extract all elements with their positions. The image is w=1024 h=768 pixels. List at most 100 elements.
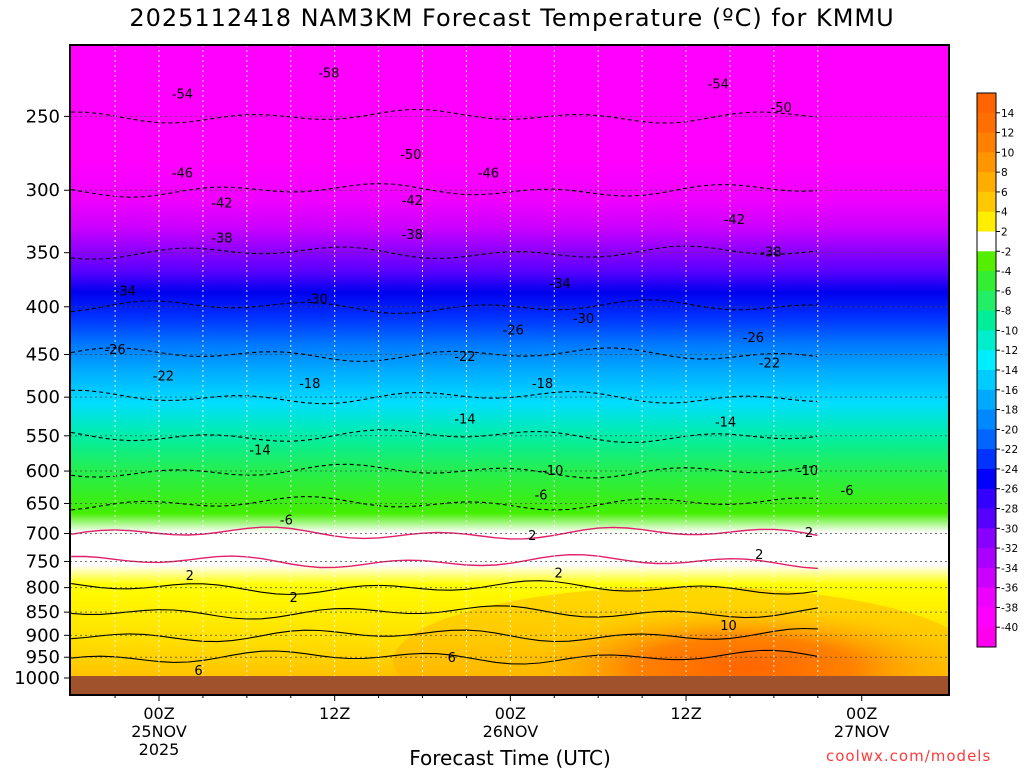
contour-label: -18 (532, 377, 553, 392)
x-tick-label: 25NOV (131, 722, 187, 741)
colorbar-label: -34 (1001, 563, 1018, 575)
y-tick-label: 250 (26, 106, 60, 127)
y-tick-label: 450 (26, 345, 60, 366)
contour-line-500 (71, 389, 818, 405)
contour-label: 6 (448, 651, 456, 666)
contour-label: 2 (555, 567, 563, 582)
colorbar-swatch (977, 627, 996, 648)
colorbar-label: -8 (1001, 306, 1011, 318)
colorbar-swatch (977, 468, 996, 490)
contour-label: -30 (573, 312, 594, 327)
x-tick-label: 26NOV (483, 722, 539, 741)
contour-label: 2 (290, 591, 298, 606)
colorbar-swatch (977, 508, 996, 529)
contour-lines (71, 108, 818, 665)
colorbar-label: -22 (1001, 444, 1018, 456)
colorbar-label: -26 (1001, 484, 1018, 496)
warm-core-area (525, 607, 949, 695)
contour-label: -22 (454, 350, 475, 365)
contour-line-950 (71, 649, 818, 665)
x-tick-label: 00Z (846, 704, 877, 723)
contour-label: -30 (306, 293, 327, 308)
colorbar-label: -10 (1001, 325, 1018, 337)
colorbar-swatch (977, 449, 996, 470)
colorbar-swatch (977, 93, 996, 114)
contour-label: -46 (478, 167, 499, 182)
colorbar-label: -14 (1001, 365, 1018, 377)
colorbar-label: -38 (1001, 602, 1018, 614)
contour-line-450 (71, 347, 818, 363)
colorbar-swatch (977, 112, 996, 134)
y-tick-label: 750 (26, 551, 60, 572)
colorbar-swatch (977, 330, 996, 351)
contour-label: -42 (724, 213, 745, 228)
y-tick-label: 950 (26, 647, 60, 668)
contour-label: -18 (299, 377, 320, 392)
contour-line-550 (71, 429, 818, 444)
colorbar-label: 8 (1001, 167, 1008, 179)
contour-line-250 (71, 108, 818, 124)
contour-label: -6 (841, 484, 854, 499)
colorbar-label: -4 (1001, 266, 1012, 278)
colorbar-label: -36 (1001, 583, 1018, 595)
colorbar-label: -18 (1001, 405, 1018, 417)
contour-label: -42 (211, 197, 232, 212)
contour-label: 6 (194, 664, 202, 679)
contour-label: -6 (280, 514, 293, 529)
y-tick-label: 650 (26, 493, 60, 514)
contour-label: -26 (104, 343, 125, 358)
contour-label: 10 (720, 619, 737, 634)
y-tick-label: 500 (26, 387, 60, 408)
contour-line-750 (71, 553, 818, 570)
colorbar-swatch (977, 152, 996, 173)
contour-line-800 (71, 580, 818, 596)
colorbar-swatch (977, 310, 996, 331)
colorbar-swatch (977, 488, 996, 509)
contour-label: 2 (805, 526, 813, 541)
colorbar-label: -32 (1001, 543, 1018, 555)
contour-label: -10 (542, 464, 563, 479)
contour-label: -26 (743, 331, 764, 346)
contour-label: -54 (172, 88, 193, 103)
colorbar-label: 10 (1001, 147, 1014, 159)
colorbar-swatch (977, 290, 996, 312)
contour-label: -38 (760, 246, 781, 261)
colorbar-swatch (977, 429, 996, 450)
colorbar-label: -20 (1001, 424, 1018, 436)
x-tick-label: 12Z (319, 704, 350, 723)
contour-label: 2 (528, 529, 536, 544)
contour-label: -14 (715, 415, 736, 430)
colorbar-swatch (977, 607, 996, 628)
contour-label: 2 (186, 569, 194, 584)
colorbar-swatch (977, 548, 996, 569)
x-tick-label: 2025 (139, 740, 180, 759)
contour-label: 2 (755, 548, 763, 563)
contour-line-350 (71, 245, 818, 260)
y-tick-label: 400 (26, 297, 60, 318)
colorbar-swatch (977, 251, 996, 272)
temperature-field (70, 45, 949, 695)
colorbar-swatch (977, 132, 996, 153)
colorbar-swatch (977, 370, 996, 391)
y-tick-label: 600 (26, 461, 60, 482)
colorbar-label: 12 (1001, 128, 1014, 140)
contour-label: -50 (771, 101, 792, 116)
contour-label: -14 (454, 412, 475, 427)
contour-line-300 (71, 183, 818, 198)
contour-label: -42 (402, 194, 423, 209)
contour-line-900 (71, 627, 818, 643)
colorbar-swatch (977, 528, 996, 549)
colorbar-label: -30 (1001, 523, 1018, 535)
colorbar-swatch (977, 587, 996, 608)
contour-line-600 (71, 463, 818, 479)
contour-line-650 (71, 495, 818, 511)
contour-label: -38 (402, 228, 423, 243)
contour-label: -14 (249, 443, 270, 458)
contour-label: -54 (708, 77, 729, 92)
contour-label: -6 (535, 488, 548, 503)
colorbar-label: -24 (1001, 464, 1018, 476)
contour-label: -34 (550, 277, 571, 292)
credit-text: coolwx.com/models (826, 747, 992, 765)
